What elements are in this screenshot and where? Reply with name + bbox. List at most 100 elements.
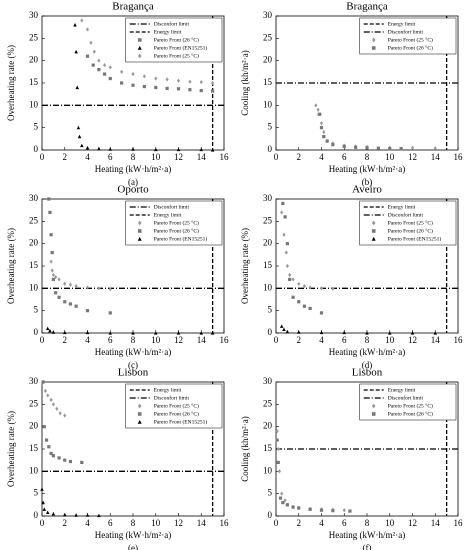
point xyxy=(388,147,392,151)
point xyxy=(176,78,181,83)
legend-label: Pareto Front (25 °C) xyxy=(388,402,433,409)
point xyxy=(319,508,324,512)
point xyxy=(57,277,61,282)
y-tick-label: 15 xyxy=(263,260,273,270)
point xyxy=(74,49,78,54)
point xyxy=(85,513,90,517)
x-tick-label: 6 xyxy=(108,335,113,345)
point xyxy=(97,286,101,291)
legend-label: Energy limit xyxy=(388,204,416,210)
point xyxy=(319,330,324,335)
legend-label: Disconfort limit xyxy=(388,394,424,401)
point xyxy=(297,300,301,304)
legend-marker xyxy=(371,46,376,50)
point xyxy=(342,508,346,513)
y-tick-label: 0 xyxy=(34,327,39,337)
legend-label: Pareto Front (26 °C) xyxy=(154,227,199,234)
point xyxy=(51,511,56,516)
y-axis-label: Cooling (kh/m²·a) xyxy=(240,416,250,481)
panel-title: Lisbon xyxy=(118,367,149,379)
legend-marker xyxy=(137,412,142,416)
point xyxy=(80,143,84,148)
point xyxy=(85,330,90,335)
point xyxy=(49,233,53,237)
point xyxy=(102,63,107,68)
legend-label: Pareto Front (26 °C) xyxy=(388,410,433,417)
legend-marker xyxy=(371,236,376,241)
point xyxy=(48,210,52,214)
y-tick-label: 30 xyxy=(263,376,273,386)
x-tick-label: 14 xyxy=(431,518,441,528)
y-tick-label: 10 xyxy=(29,282,39,292)
x-tick-label: 8 xyxy=(131,152,136,162)
y-tick-label: 25 xyxy=(263,215,273,225)
legend-marker xyxy=(371,412,376,416)
point xyxy=(296,330,301,334)
point xyxy=(108,311,112,315)
point xyxy=(354,145,358,149)
point xyxy=(154,85,158,90)
point xyxy=(365,146,369,150)
x-tick-label: 6 xyxy=(342,152,347,162)
legend-box xyxy=(125,383,223,429)
y-tick-label: 10 xyxy=(29,99,39,109)
legend-label: Pareto Front (26 °C) xyxy=(388,227,433,234)
x-tick-label: 0 xyxy=(274,335,279,345)
panel-label: (a) xyxy=(128,177,138,187)
y-tick-label: 15 xyxy=(263,77,273,87)
point xyxy=(322,135,326,139)
point xyxy=(102,72,107,76)
legend-label: Pareto Front (26 °C) xyxy=(388,44,433,51)
y-tick-label: 5 xyxy=(268,122,273,132)
point xyxy=(302,304,307,308)
point xyxy=(108,65,112,70)
point xyxy=(280,491,284,496)
point xyxy=(92,49,96,54)
x-tick-label: 10 xyxy=(385,152,395,162)
point xyxy=(308,306,312,311)
y-tick-label: 30 xyxy=(263,193,273,203)
point xyxy=(291,295,295,299)
x-tick-label: 6 xyxy=(342,335,347,345)
y-tick-label: 0 xyxy=(268,327,273,337)
point xyxy=(308,507,312,511)
x-tick-label: 2 xyxy=(63,335,68,345)
point xyxy=(74,284,78,289)
x-tick-label: 14 xyxy=(431,335,441,345)
y-tick-label: 5 xyxy=(268,305,273,315)
legend-marker xyxy=(371,403,376,409)
point xyxy=(77,134,82,139)
legend-label: Pareto Front (EN15251) xyxy=(388,235,442,242)
point xyxy=(57,295,61,299)
x-tick-label: 4 xyxy=(85,518,90,528)
point xyxy=(199,80,203,85)
point xyxy=(63,300,67,304)
point xyxy=(68,302,73,306)
y-axis-label: Overheating rate (%) xyxy=(6,411,16,487)
point xyxy=(51,272,55,278)
x-tick-label: 2 xyxy=(297,518,302,528)
legend-box xyxy=(125,200,223,246)
point xyxy=(319,126,324,130)
point xyxy=(108,76,112,81)
point xyxy=(284,250,288,255)
point xyxy=(41,380,45,384)
y-tick-label: 10 xyxy=(29,465,39,475)
point xyxy=(50,268,54,273)
y-axis-label: Cooling (kh/m²·a) xyxy=(240,50,250,115)
x-tick-label: 8 xyxy=(365,518,370,528)
point xyxy=(176,147,181,152)
point xyxy=(44,438,49,442)
x-tick-label: 0 xyxy=(40,518,45,528)
point xyxy=(85,27,90,32)
point xyxy=(281,201,285,206)
point xyxy=(75,85,80,90)
legend-label: Pareto Front (25 °C) xyxy=(388,219,433,226)
legend-label: Energy limit xyxy=(154,212,182,218)
x-tick-label: 2 xyxy=(63,152,68,162)
y-tick-label: 15 xyxy=(29,443,39,453)
point xyxy=(433,331,438,335)
point xyxy=(331,143,335,147)
y-tick-label: 20 xyxy=(263,421,273,431)
x-tick-label: 8 xyxy=(365,152,370,162)
